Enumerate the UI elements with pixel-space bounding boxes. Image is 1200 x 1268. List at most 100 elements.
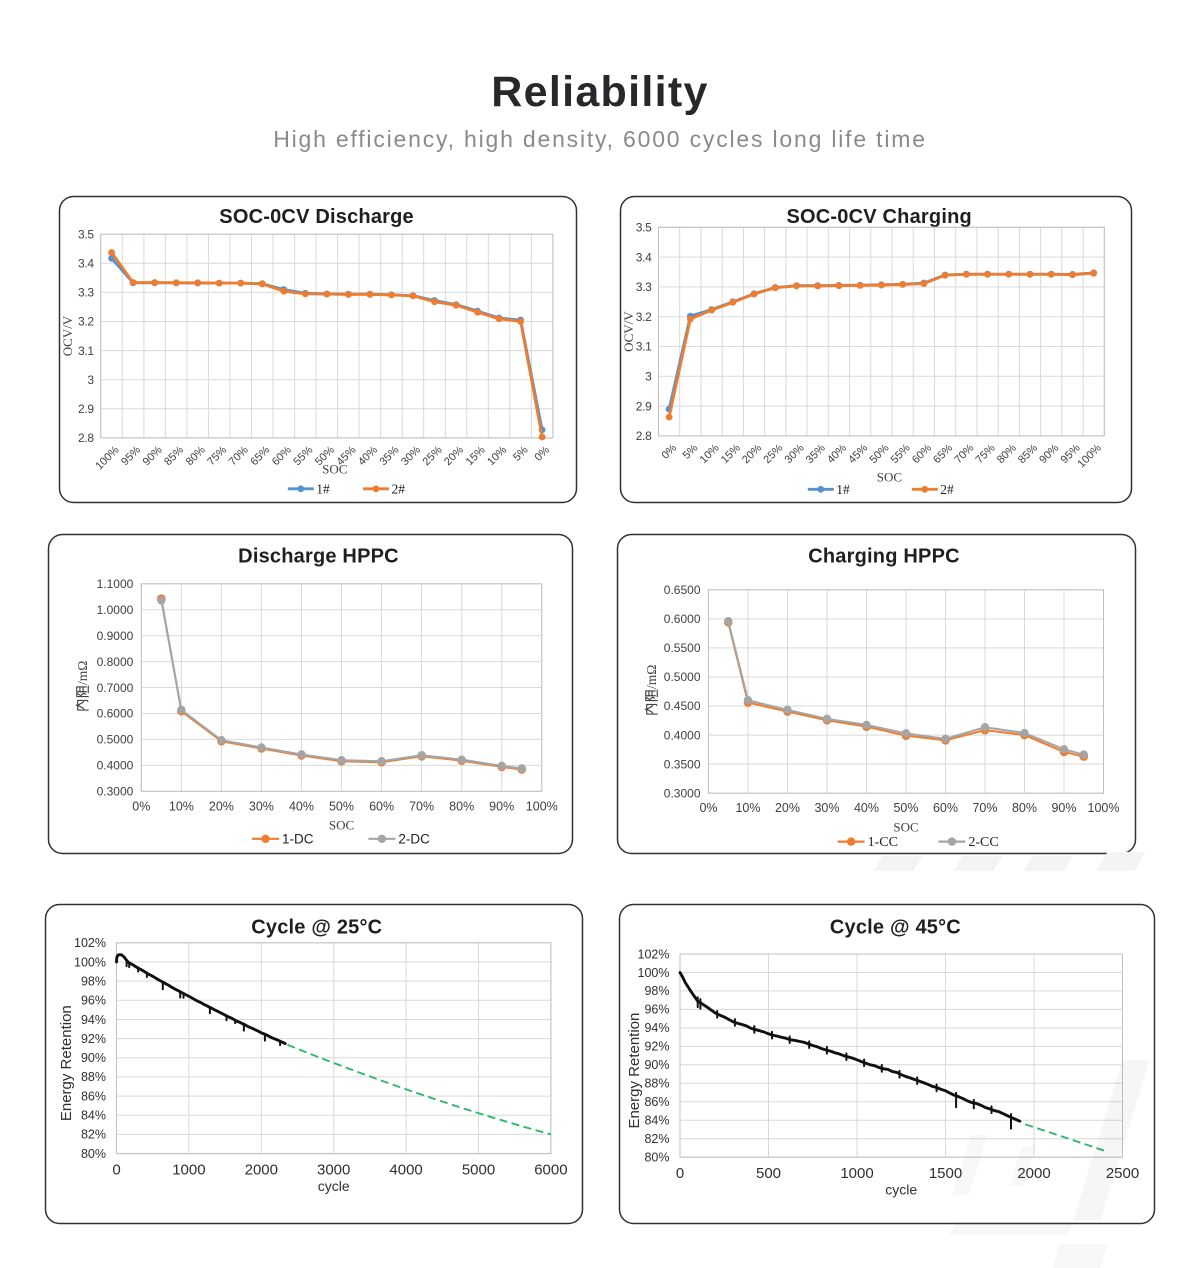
svg-text:88%: 88%	[644, 1077, 669, 1091]
svg-text:3.2: 3.2	[78, 315, 94, 329]
svg-text:3.4: 3.4	[636, 250, 652, 264]
svg-text:84%: 84%	[81, 1109, 106, 1123]
svg-text:80%: 80%	[1012, 801, 1037, 815]
svg-text:1-CC: 1-CC	[868, 835, 898, 850]
svg-text:0.4000: 0.4000	[664, 728, 701, 742]
svg-text:2000: 2000	[245, 1162, 278, 1179]
svg-text:3.1: 3.1	[636, 340, 652, 354]
svg-text:SOC: SOC	[329, 818, 354, 833]
svg-text:SOC: SOC	[893, 819, 918, 834]
svg-text:OCV/V: OCV/V	[621, 311, 636, 352]
svg-text:2.9: 2.9	[636, 399, 652, 413]
svg-text:0.3000: 0.3000	[664, 786, 701, 800]
svg-text:2#: 2#	[940, 482, 954, 497]
svg-text:10%: 10%	[735, 801, 760, 815]
svg-text:3.1: 3.1	[78, 344, 94, 358]
svg-text:0.8000: 0.8000	[97, 655, 134, 669]
svg-text:2.8: 2.8	[636, 429, 652, 443]
svg-text:90%: 90%	[644, 1058, 669, 1072]
svg-text:96%: 96%	[644, 1003, 669, 1017]
svg-text:82%: 82%	[81, 1128, 106, 1142]
svg-text:0.7000: 0.7000	[97, 681, 134, 695]
svg-text:0%: 0%	[699, 801, 717, 815]
svg-text:Energy Retention: Energy Retention	[626, 1013, 643, 1129]
svg-text:SOC-0CV Discharge: SOC-0CV Discharge	[219, 206, 414, 228]
svg-text:30%: 30%	[249, 799, 274, 813]
svg-text:0.9000: 0.9000	[97, 629, 134, 643]
svg-text:0.5000: 0.5000	[97, 733, 134, 747]
svg-text:0.5000: 0.5000	[664, 670, 701, 684]
svg-text:20%: 20%	[775, 801, 800, 815]
svg-text:88%: 88%	[81, 1070, 106, 1084]
svg-text:cycle: cycle	[318, 1178, 350, 1194]
svg-text:100%: 100%	[1088, 801, 1120, 815]
svg-text:3.3: 3.3	[78, 286, 94, 300]
svg-text:0.5500: 0.5500	[664, 641, 701, 655]
svg-text:98%: 98%	[81, 974, 106, 988]
svg-text:1-DC: 1-DC	[282, 831, 314, 846]
svg-text:80%: 80%	[81, 1147, 106, 1161]
svg-text:5000: 5000	[462, 1162, 495, 1179]
svg-text:92%: 92%	[644, 1040, 669, 1054]
svg-text:3: 3	[645, 370, 652, 384]
svg-text:3.5: 3.5	[78, 227, 94, 241]
svg-text:60%: 60%	[369, 799, 394, 813]
svg-text:500: 500	[756, 1165, 781, 1182]
svg-text:0%: 0%	[132, 799, 150, 813]
svg-text:82%: 82%	[644, 1132, 669, 1146]
svg-text:Discharge HPPC: Discharge HPPC	[238, 546, 399, 568]
svg-text:/mΩ: /mΩ	[644, 665, 659, 689]
svg-text:30%: 30%	[814, 801, 839, 815]
svg-text:cycle: cycle	[885, 1182, 917, 1198]
svg-text:84%: 84%	[644, 1114, 669, 1128]
svg-text:50%: 50%	[329, 799, 354, 813]
svg-text:OCV/V: OCV/V	[60, 315, 75, 356]
svg-text:96%: 96%	[81, 994, 106, 1008]
svg-text:0.6500: 0.6500	[664, 583, 701, 597]
svg-text:80%: 80%	[449, 799, 474, 813]
svg-text:10%: 10%	[169, 799, 194, 813]
svg-text:Charging HPPC: Charging HPPC	[808, 546, 960, 568]
svg-text:0.4500: 0.4500	[664, 699, 701, 713]
svg-text:0.6000: 0.6000	[97, 707, 134, 721]
svg-text:70%: 70%	[409, 799, 434, 813]
svg-text:0.3500: 0.3500	[664, 757, 701, 771]
svg-text:90%: 90%	[81, 1051, 106, 1065]
svg-text:2#: 2#	[392, 481, 406, 496]
svg-text:80%: 80%	[644, 1151, 669, 1165]
svg-text:3: 3	[87, 373, 94, 387]
svg-text:94%: 94%	[644, 1021, 669, 1035]
svg-text:1#: 1#	[316, 481, 330, 496]
svg-text:3000: 3000	[317, 1162, 350, 1179]
svg-text:3.4: 3.4	[78, 257, 94, 271]
svg-text:Cycle @ 25°C: Cycle @ 25°C	[251, 917, 382, 939]
svg-text:86%: 86%	[644, 1095, 669, 1109]
svg-text:/mΩ: /mΩ	[75, 661, 90, 685]
svg-text:SOC: SOC	[322, 462, 347, 477]
svg-text:102%: 102%	[638, 947, 670, 961]
svg-text:1#: 1#	[836, 482, 850, 497]
svg-text:1.1000: 1.1000	[97, 577, 134, 591]
svg-text:6000: 6000	[534, 1162, 567, 1179]
svg-text:92%: 92%	[81, 1032, 106, 1046]
svg-text:90%: 90%	[489, 799, 514, 813]
svg-text:3.2: 3.2	[636, 310, 652, 324]
svg-text:1500: 1500	[929, 1165, 962, 1182]
svg-text:3.3: 3.3	[636, 280, 652, 294]
svg-text:94%: 94%	[81, 1013, 106, 1027]
svg-text:90%: 90%	[1051, 801, 1076, 815]
svg-text:100%: 100%	[638, 966, 670, 980]
svg-text:Energy Retention: Energy Retention	[58, 1005, 75, 1121]
svg-text:2-CC: 2-CC	[968, 835, 998, 850]
svg-text:1000: 1000	[172, 1162, 205, 1179]
svg-text:98%: 98%	[644, 984, 669, 998]
svg-text:2.8: 2.8	[78, 431, 94, 445]
svg-text:Cycle @ 45°C: Cycle @ 45°C	[830, 917, 961, 939]
svg-text:SOC: SOC	[877, 470, 902, 485]
svg-text:0.3000: 0.3000	[97, 785, 134, 799]
svg-text:1000: 1000	[840, 1165, 873, 1182]
svg-text:0: 0	[676, 1165, 684, 1182]
svg-text:102%: 102%	[74, 936, 106, 950]
svg-text:60%: 60%	[933, 801, 958, 815]
svg-text:0: 0	[112, 1162, 120, 1179]
